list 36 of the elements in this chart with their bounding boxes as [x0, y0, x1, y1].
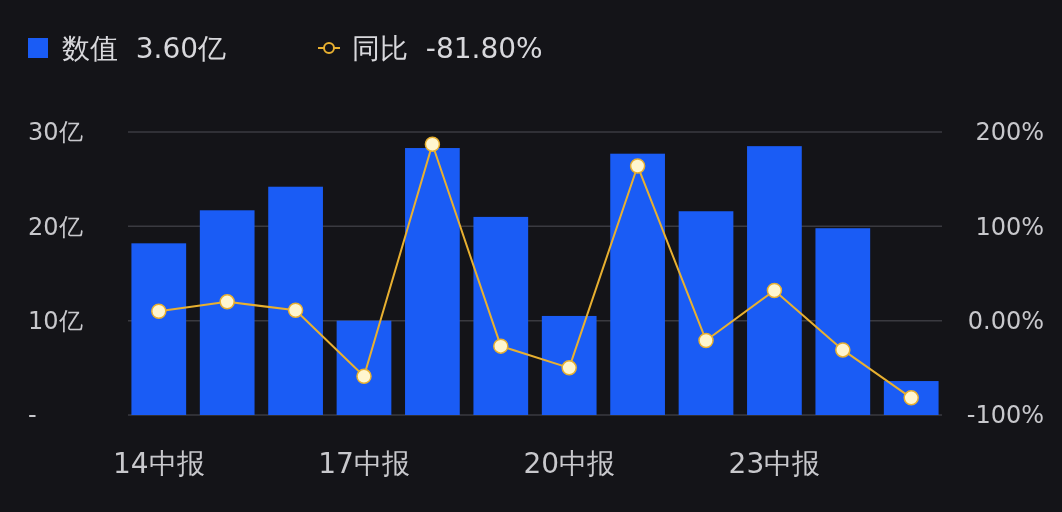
point — [151, 303, 167, 319]
bar — [541, 315, 597, 415]
x-tick-label: 17中报 — [318, 447, 410, 480]
bar — [131, 243, 187, 415]
point — [629, 158, 646, 174]
point — [356, 368, 372, 385]
point — [698, 332, 714, 349]
bar — [678, 211, 734, 415]
legend-label: 同比 -81.80% — [352, 31, 543, 65]
bar — [473, 216, 529, 415]
point — [424, 136, 441, 153]
y-tick-label: - — [28, 401, 37, 430]
point — [219, 294, 235, 310]
bar — [747, 146, 802, 415]
point — [287, 302, 304, 319]
legend-label: 数值 3.60亿 — [62, 31, 227, 65]
y-tick-label: 10亿 — [28, 307, 83, 336]
bar — [199, 210, 255, 415]
x-tick-label: 14中报 — [112, 447, 205, 480]
point — [766, 282, 783, 299]
bar — [610, 153, 665, 415]
point — [493, 338, 509, 354]
point — [561, 360, 577, 376]
x-tick-label: 20中报 — [523, 447, 616, 480]
y2-tick-label: 100% — [975, 212, 1044, 241]
bar — [336, 320, 392, 415]
y2-tick-label: -100% — [966, 401, 1044, 430]
bar — [405, 148, 460, 415]
y-tick-label: 30亿 — [28, 118, 83, 147]
bar — [268, 186, 323, 415]
bar — [815, 228, 871, 415]
point — [835, 342, 851, 358]
x-tick-label: 23中报 — [728, 447, 821, 480]
y2-tick-label: 200% — [975, 118, 1044, 147]
y-tick-label: 20亿 — [28, 212, 83, 241]
y2-tick-label: 0.00% — [967, 307, 1044, 336]
